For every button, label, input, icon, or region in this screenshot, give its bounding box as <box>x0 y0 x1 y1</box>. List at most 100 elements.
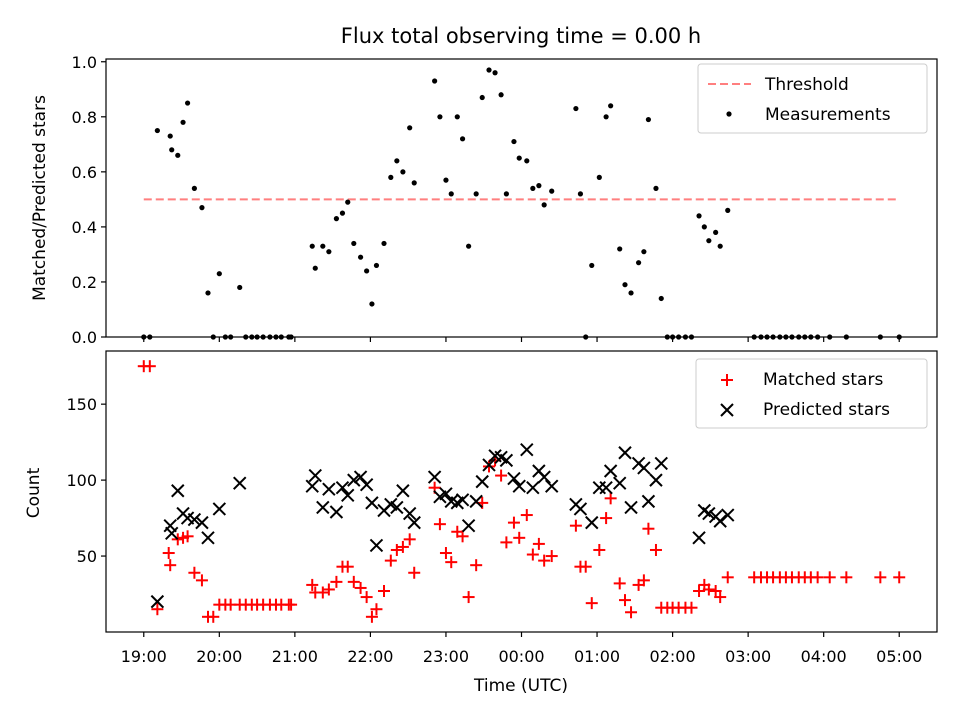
predicted-star-point <box>649 473 663 487</box>
matched-star-point <box>439 547 452 560</box>
predicted-star-point <box>537 470 551 484</box>
measurement-point <box>326 249 332 255</box>
predicted-star-point <box>641 494 656 509</box>
matched-star-point <box>507 516 520 529</box>
measurement-point <box>448 191 454 197</box>
measurement-point <box>459 136 466 142</box>
predicted-star-point <box>526 480 540 495</box>
predicted-star-point <box>721 508 735 522</box>
matched-star-point <box>207 610 220 623</box>
measurement-point <box>706 238 712 244</box>
measurement-point <box>603 114 609 120</box>
measurement-point <box>154 127 160 134</box>
measurement-point <box>407 125 413 131</box>
matched-star-point <box>709 584 722 597</box>
top-y-axis-label: Matched/Predicted stars <box>30 95 50 301</box>
measurement-point <box>191 185 197 191</box>
measurement-point <box>443 177 449 183</box>
predicted-star-point <box>618 446 632 460</box>
matched-star-point <box>526 548 539 561</box>
predicted-star-point <box>308 468 322 483</box>
measurement-point <box>701 224 707 230</box>
matched-star-point <box>316 586 329 599</box>
predicted-star-point <box>329 505 344 519</box>
matched-star-point <box>702 583 715 596</box>
measurement-point <box>357 254 364 260</box>
predicted-star-point <box>407 515 421 530</box>
matched-star-point <box>483 460 496 473</box>
measurement-point <box>530 185 536 191</box>
predicted-star-point <box>439 487 453 501</box>
matched-star-point <box>470 559 483 572</box>
measurement-point <box>167 133 173 139</box>
bottom-panel: 50 100 150 19:00 20:00 21:00 22:00 23:00 00:00 01… <box>24 350 938 696</box>
predicted-star-point <box>233 476 247 490</box>
predicted-star-point <box>390 500 404 515</box>
matched-star-point <box>306 578 319 591</box>
matched-star-point <box>195 574 208 587</box>
predicted-legend-label: Predicted stars <box>763 400 890 420</box>
threshold-legend-label: Threshold <box>764 75 849 95</box>
measurement-point <box>180 119 186 125</box>
matched-star-point <box>330 575 343 588</box>
measurement-point <box>466 243 472 249</box>
matched-star-point <box>874 571 887 584</box>
matched-star-point <box>721 571 734 584</box>
predicted-star-point <box>165 526 179 540</box>
x-tick-label: 02:00 <box>650 647 696 666</box>
measurement-point <box>373 262 380 269</box>
measurement-point <box>400 169 406 175</box>
measurement-point <box>596 174 602 180</box>
predicted-star-point <box>599 480 613 495</box>
x-tick-label: 21:00 <box>272 647 318 666</box>
predicted-star-point <box>713 514 727 528</box>
matched-star-point <box>625 606 638 619</box>
predicted-star-point <box>545 479 559 493</box>
predicted-star-point <box>150 594 165 609</box>
matched-star-point <box>600 512 613 525</box>
matched-star-point <box>456 530 469 543</box>
figure-title: Flux total observing time = 0.00 h <box>341 24 701 48</box>
matched-star-point <box>341 560 354 573</box>
matched-star-point <box>378 584 391 597</box>
x-tick-label: 05:00 <box>876 647 922 666</box>
matched-star-point <box>445 556 458 569</box>
predicted-star-point <box>585 515 599 530</box>
predicted-star-point <box>195 515 209 530</box>
predicted-star-point <box>469 494 483 509</box>
measurement-point <box>309 243 315 249</box>
matched-star-point <box>151 603 164 616</box>
measurement-point <box>394 158 400 164</box>
matched-star-point <box>171 533 184 546</box>
measurement-point <box>641 249 647 255</box>
measurement-point <box>432 78 438 84</box>
bottom-y-tick-label: 50 <box>77 547 97 566</box>
matched-star-point <box>532 537 545 550</box>
matched-star-point <box>618 594 631 607</box>
measurement-point <box>645 116 652 123</box>
matched-star-point <box>365 610 378 623</box>
predicted-star-point <box>613 476 627 490</box>
matched-star-point <box>322 583 335 596</box>
matched-star-point <box>354 581 367 594</box>
measurement-point <box>524 158 530 164</box>
matched-star-point <box>811 571 824 584</box>
predicted-star-point <box>637 461 651 475</box>
predicted-star-point <box>305 479 319 493</box>
predicted-star-point <box>455 493 470 507</box>
matched-star-point <box>714 591 727 604</box>
top-y-tick-label: 0.6 <box>72 163 97 182</box>
bottom-legend-box <box>695 358 928 429</box>
measurement-point <box>503 191 509 197</box>
matched-star-point <box>462 591 475 604</box>
x-axis-label: Time (UTC) <box>473 676 568 696</box>
matched-legend-label: Matched stars <box>763 370 883 390</box>
measurement-point <box>622 282 628 288</box>
measurement-point <box>312 265 318 271</box>
top-legend-box <box>697 63 928 134</box>
matched-star-point <box>403 533 416 546</box>
matched-star-point <box>585 597 598 610</box>
predicted-star-point <box>520 443 534 457</box>
measurement-point <box>635 260 642 266</box>
matched-star-point <box>408 566 421 579</box>
